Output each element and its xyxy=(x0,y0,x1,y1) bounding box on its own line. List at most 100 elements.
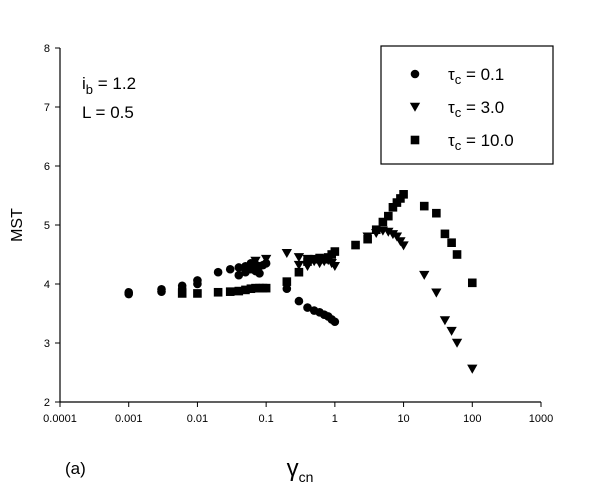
data-point xyxy=(363,234,372,244)
data-point xyxy=(378,217,388,227)
data-point xyxy=(467,364,478,374)
data-point xyxy=(241,285,250,295)
y-tick-label: 8 xyxy=(44,43,50,55)
data-point xyxy=(446,326,457,336)
legend-label-sub: c xyxy=(455,138,462,153)
series-2 xyxy=(250,226,478,374)
data-point xyxy=(309,254,319,264)
data-point xyxy=(282,284,292,294)
legend-label-sub: c xyxy=(455,72,462,87)
data-point xyxy=(234,286,244,296)
legend-marker xyxy=(410,135,420,145)
legend: τc = 0.1τc = 3.0τc = 10.0 xyxy=(380,45,554,165)
data-point xyxy=(225,287,235,296)
data-point xyxy=(452,250,462,259)
data-point xyxy=(384,211,393,221)
data-point xyxy=(246,284,256,294)
y-tick-label: 2 xyxy=(44,397,50,409)
data-point xyxy=(391,232,403,242)
x-axis-label: γcn xyxy=(287,455,314,485)
x-tick-label: 0.001 xyxy=(115,413,143,425)
legend-label-main: τ xyxy=(448,98,455,117)
legend-label: τc = 10.0 xyxy=(448,131,514,153)
data-point xyxy=(440,229,450,239)
data-point xyxy=(351,240,360,250)
legend-label-main: τ xyxy=(448,131,455,150)
x-tick-label: 1 xyxy=(332,413,338,425)
data-point xyxy=(439,316,451,326)
legend-label-rest: = 10.0 xyxy=(461,131,513,150)
data-point xyxy=(432,208,441,218)
annotation-2: L = 0.5 xyxy=(82,103,134,122)
data-point xyxy=(330,247,340,256)
data-point xyxy=(467,278,477,288)
y-tick-label: 6 xyxy=(44,161,50,173)
legend-box xyxy=(380,45,554,165)
data-point xyxy=(260,254,272,264)
annotation-main: L = 0.5 xyxy=(82,103,134,122)
data-point xyxy=(419,201,429,211)
data-point xyxy=(315,253,324,263)
data-point xyxy=(419,270,430,280)
data-point xyxy=(383,227,394,237)
x-tick-label: 0.0001 xyxy=(43,413,77,425)
x-tick-label: 1000 xyxy=(529,413,553,425)
panel-label: (a) xyxy=(65,459,86,478)
data-point xyxy=(398,241,409,251)
data-point xyxy=(124,289,134,299)
data-point xyxy=(225,264,235,274)
annotation-main: i xyxy=(82,74,86,93)
data-point xyxy=(261,283,271,293)
data-point xyxy=(294,267,304,277)
data-point xyxy=(193,279,202,289)
legend-marker xyxy=(410,69,420,79)
data-point xyxy=(431,288,442,298)
y-axis-ticks: 2 3 4 5 6 7 8 xyxy=(44,43,60,409)
data-point xyxy=(399,190,408,199)
annotation-sub: b xyxy=(86,82,93,97)
y-tick-label: 7 xyxy=(44,102,50,114)
legend-label-rest: = 0.1 xyxy=(461,65,504,84)
legend-label-rest: = 3.0 xyxy=(461,98,504,117)
y-tick-label: 4 xyxy=(44,279,50,291)
y-tick-label: 5 xyxy=(44,220,50,232)
data-point xyxy=(293,253,305,263)
parameter-annotations: ib = 1.2 L = 0.5 xyxy=(82,74,136,122)
legend-marker xyxy=(409,102,421,112)
x-tick-label: 0.01 xyxy=(187,413,208,425)
y-axis-label: MST xyxy=(9,208,26,242)
y-tick-label: 3 xyxy=(44,338,50,350)
data-point xyxy=(329,262,341,272)
legend-item-1: τc = 0.1 xyxy=(410,65,504,87)
data-point xyxy=(250,256,261,266)
data-point xyxy=(234,270,244,280)
annotation-rest: = 1.2 xyxy=(93,74,136,93)
x-tick-label: 100 xyxy=(463,413,481,425)
legend-label: τc = 3.0 xyxy=(448,98,504,120)
data-point xyxy=(451,338,463,348)
data-point xyxy=(234,263,244,272)
x-axis-label-sub: cn xyxy=(299,469,314,485)
data-point xyxy=(255,269,264,278)
data-point xyxy=(213,287,223,297)
data-point xyxy=(303,303,312,312)
x-tick-label: 10 xyxy=(397,413,409,425)
legend-item-2: τc = 3.0 xyxy=(409,98,504,120)
legend-label-sub: c xyxy=(455,105,462,120)
data-point xyxy=(157,287,166,296)
data-point xyxy=(371,225,381,235)
x-tick-label: 0.1 xyxy=(258,413,273,425)
data-point xyxy=(213,267,223,277)
data-point xyxy=(387,230,399,240)
data-point xyxy=(330,317,340,327)
annotation-1: ib = 1.2 xyxy=(82,74,136,97)
data-point xyxy=(177,289,187,298)
legend-item-3: τc = 10.0 xyxy=(410,131,514,153)
data-point xyxy=(293,260,305,270)
x-axis-ticks: 0.0001 0.001 0.01 0.1 1 10 100 1000 xyxy=(43,402,553,425)
series-3 xyxy=(177,190,477,298)
data-point xyxy=(193,289,202,298)
data-point xyxy=(303,257,312,266)
data-point xyxy=(281,249,292,259)
